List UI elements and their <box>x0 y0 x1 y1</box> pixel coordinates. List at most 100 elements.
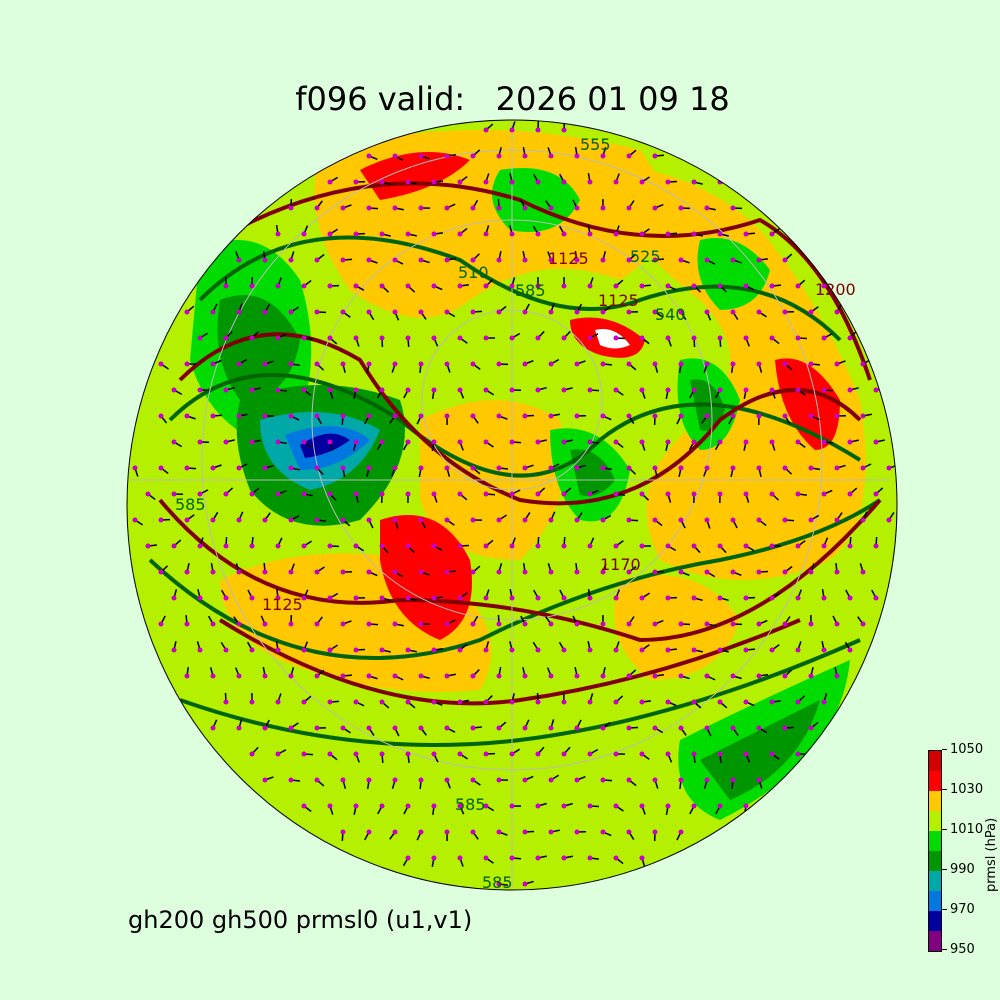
wind-point <box>509 855 515 861</box>
wind-point <box>743 491 749 497</box>
wind-point <box>522 257 528 263</box>
wind-point <box>678 829 684 835</box>
wind-point <box>652 673 658 679</box>
wind-point <box>613 855 619 861</box>
colorbar-bin <box>929 831 941 851</box>
wind-point <box>860 517 866 523</box>
wind-point <box>639 491 645 497</box>
tick-label: 1050 <box>950 742 984 757</box>
wind-point <box>327 387 333 393</box>
wind-point <box>769 439 775 445</box>
wind-point <box>418 829 424 835</box>
wind-point <box>704 725 710 731</box>
tick-mark <box>942 789 947 790</box>
wind-point <box>717 283 723 289</box>
wind-point <box>574 309 580 315</box>
wind-point <box>210 361 216 367</box>
wind-point <box>821 387 827 393</box>
wind-point <box>756 413 762 419</box>
wind-point <box>535 491 541 497</box>
wind-point <box>210 621 216 627</box>
wind-point <box>756 725 762 731</box>
wind-point <box>366 621 372 627</box>
wind-point <box>561 699 567 705</box>
wind-point <box>717 387 723 393</box>
wind-point <box>405 491 411 497</box>
wind-point <box>548 621 554 627</box>
wind-point <box>418 621 424 627</box>
wind-point <box>574 517 580 523</box>
wind-point <box>470 153 476 159</box>
wind-point <box>379 803 385 809</box>
wind-point <box>860 465 866 471</box>
wind-point <box>821 491 827 497</box>
wind-point <box>301 335 307 341</box>
wind-point <box>223 283 229 289</box>
wind-point <box>405 803 411 809</box>
wind-point <box>483 699 489 705</box>
wind-point <box>249 699 255 705</box>
wind-point <box>314 517 320 523</box>
wind-point <box>405 595 411 601</box>
wind-point <box>900 492 905 497</box>
wind-point <box>548 413 554 419</box>
wind-point <box>470 777 476 783</box>
wind-point <box>613 387 619 393</box>
wind-point <box>392 361 398 367</box>
wind-point <box>496 361 502 367</box>
wind-point <box>509 491 515 497</box>
wind-point <box>210 725 216 731</box>
wind-point <box>496 569 502 575</box>
wind-point <box>769 491 775 497</box>
wind-point <box>717 439 723 445</box>
wind-point <box>626 361 632 367</box>
wind-point <box>327 491 333 497</box>
wind-point <box>470 465 476 471</box>
tick-label: 950 <box>950 942 975 957</box>
wind-point <box>509 647 515 653</box>
wind-point <box>808 309 814 315</box>
wind-point <box>795 439 801 445</box>
wind-point <box>522 413 528 419</box>
wind-point <box>548 153 554 159</box>
colorbar-tick: 1030 <box>942 782 983 797</box>
wind-point <box>457 179 463 185</box>
wind-point <box>457 231 463 237</box>
wind-point <box>288 777 294 783</box>
wind-point <box>470 517 476 523</box>
wind-point <box>756 673 762 679</box>
wind-point <box>587 283 593 289</box>
wind-point <box>652 153 658 159</box>
wind-point <box>847 387 853 393</box>
wind-point <box>379 179 385 185</box>
wind-point <box>574 413 580 419</box>
wind-point <box>483 543 489 549</box>
wind-point <box>782 257 788 263</box>
wind-point <box>275 595 281 601</box>
wind-point <box>652 257 658 263</box>
wind-point <box>665 543 671 549</box>
wind-point <box>652 205 658 211</box>
wind-point <box>613 595 619 601</box>
wind-point <box>379 335 385 341</box>
wind-point <box>405 335 411 341</box>
wind-point <box>561 231 567 237</box>
wind-point <box>574 205 580 211</box>
wind-point <box>366 257 372 263</box>
wind-point <box>483 803 489 809</box>
wind-point <box>457 439 463 445</box>
wind-point <box>314 361 320 367</box>
wind-point <box>223 491 229 497</box>
wind-point <box>262 569 268 575</box>
wind-point <box>665 283 671 289</box>
wind-point <box>574 257 580 263</box>
wind-point <box>327 699 333 705</box>
wind-point <box>652 361 658 367</box>
wind-point <box>327 283 333 289</box>
wind-point <box>873 647 879 653</box>
wind-point <box>600 621 606 627</box>
wind-point <box>236 413 242 419</box>
wind-point <box>626 257 632 263</box>
wind-point <box>691 335 697 341</box>
wind-point <box>392 621 398 627</box>
